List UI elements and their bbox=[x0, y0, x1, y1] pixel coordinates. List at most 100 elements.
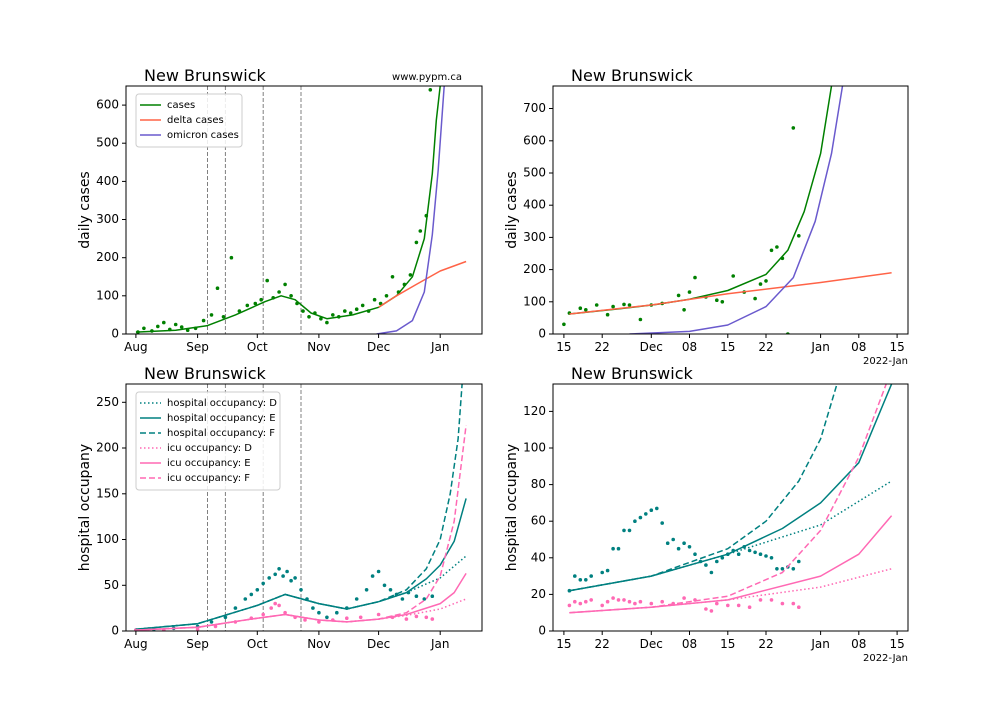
data-point bbox=[223, 615, 228, 620]
data-point bbox=[605, 599, 610, 604]
x-tick-label: 15 bbox=[720, 340, 735, 354]
data-point bbox=[325, 615, 329, 620]
data-point bbox=[611, 304, 615, 309]
data-point bbox=[791, 601, 796, 606]
data-point bbox=[616, 546, 621, 551]
series-line-1 bbox=[378, 260, 467, 308]
data-point bbox=[319, 316, 323, 321]
data-point bbox=[605, 312, 610, 317]
data-point bbox=[567, 603, 572, 608]
data-point bbox=[354, 597, 359, 601]
data-point bbox=[682, 541, 686, 545]
y-tick-label: 250 bbox=[96, 395, 119, 409]
data-point bbox=[414, 614, 419, 619]
y-tick-label: 700 bbox=[523, 101, 546, 115]
data-point bbox=[261, 612, 266, 617]
data-point bbox=[731, 274, 735, 278]
x-tick-label: Dec bbox=[640, 340, 663, 354]
legend-label: hospital occupancy: E bbox=[167, 413, 276, 424]
data-point bbox=[720, 300, 725, 304]
data-point bbox=[660, 521, 664, 525]
y-tick-label: 0 bbox=[538, 624, 546, 638]
data-point bbox=[331, 313, 335, 317]
data-point bbox=[179, 325, 184, 329]
data-point bbox=[622, 528, 626, 533]
x-tick-label: Oct bbox=[247, 637, 268, 651]
data-point bbox=[245, 303, 250, 308]
x-tick-label: 15 bbox=[556, 637, 571, 651]
x-tick-label: 08 bbox=[851, 637, 866, 651]
data-point bbox=[418, 229, 423, 233]
y-axis-label: daily cases bbox=[77, 171, 93, 248]
data-point bbox=[277, 290, 281, 294]
legend-label: icu occupancy: D bbox=[167, 443, 252, 454]
data-point bbox=[378, 301, 383, 306]
data-point bbox=[358, 615, 363, 620]
legend-box bbox=[135, 93, 243, 148]
y-axis-label: hospital occupany bbox=[77, 444, 93, 571]
data-point bbox=[233, 606, 238, 610]
panel-cases-recent: 0 100 200 300 400 500 600 700 15 22 Dec 08 15 22 Jan 08… bbox=[504, 66, 909, 367]
data-point bbox=[573, 599, 577, 604]
y-tick-label: 200 bbox=[523, 262, 546, 276]
y-tick-label: 20 bbox=[531, 587, 546, 601]
data-point bbox=[715, 601, 719, 606]
x-tick-label: Aug bbox=[124, 637, 147, 651]
data-point bbox=[376, 612, 381, 617]
data-point bbox=[335, 610, 339, 615]
data-point bbox=[633, 519, 637, 523]
data-point bbox=[293, 576, 297, 580]
data-point bbox=[687, 290, 692, 294]
data-point bbox=[201, 318, 206, 323]
data-point bbox=[687, 545, 692, 549]
data-point bbox=[649, 601, 654, 606]
data-point bbox=[303, 618, 307, 622]
y-tick-label: 0 bbox=[111, 624, 119, 638]
data-point bbox=[283, 282, 287, 287]
series-line-0 bbox=[135, 86, 441, 333]
data-point bbox=[215, 286, 220, 291]
data-point bbox=[671, 537, 675, 542]
data-point bbox=[769, 248, 774, 253]
y-tick-label: 100 bbox=[96, 288, 119, 302]
data-point bbox=[758, 282, 763, 286]
data-point bbox=[775, 245, 779, 249]
x-tick-label: 08 bbox=[682, 340, 697, 354]
panel-title: New Brunswick bbox=[144, 364, 266, 383]
data-point bbox=[655, 506, 659, 511]
axes-frame bbox=[552, 383, 909, 632]
x-tick-label: Jan bbox=[430, 340, 450, 354]
panel-hospital-full-season: 0 50 100 150 200 250 Aug Sep Oct Nov Dec Jan hospita… bbox=[77, 364, 483, 651]
data-point bbox=[414, 594, 419, 598]
data-point bbox=[791, 567, 796, 571]
data-point bbox=[281, 574, 285, 578]
data-point bbox=[797, 559, 801, 564]
legend-label: cases bbox=[167, 100, 195, 111]
data-point bbox=[229, 255, 234, 260]
data-point bbox=[769, 556, 774, 560]
data-point bbox=[317, 610, 321, 615]
data-point bbox=[753, 550, 757, 555]
y-tick-label: 600 bbox=[523, 133, 546, 147]
data-point bbox=[243, 597, 248, 601]
data-point bbox=[644, 512, 648, 516]
x-tick-label: Dec bbox=[640, 637, 663, 651]
data-point bbox=[142, 326, 146, 331]
y-tick-label: 500 bbox=[523, 166, 546, 180]
data-point bbox=[384, 294, 389, 298]
data-point bbox=[382, 583, 387, 588]
data-point bbox=[277, 567, 281, 571]
data-point bbox=[307, 315, 311, 319]
x-tick-label: Dec bbox=[367, 637, 390, 651]
data-point bbox=[682, 596, 686, 600]
y-tick-label: 100 bbox=[523, 294, 546, 308]
data-point bbox=[345, 616, 349, 620]
data-point bbox=[301, 309, 305, 313]
data-point bbox=[638, 515, 643, 520]
y-tick-label: 300 bbox=[523, 230, 546, 244]
x-offset-label: 2022-Jan bbox=[863, 356, 908, 367]
data-point bbox=[299, 588, 303, 592]
data-point bbox=[400, 597, 405, 601]
data-point bbox=[594, 303, 599, 307]
series-line-2 bbox=[135, 384, 463, 630]
